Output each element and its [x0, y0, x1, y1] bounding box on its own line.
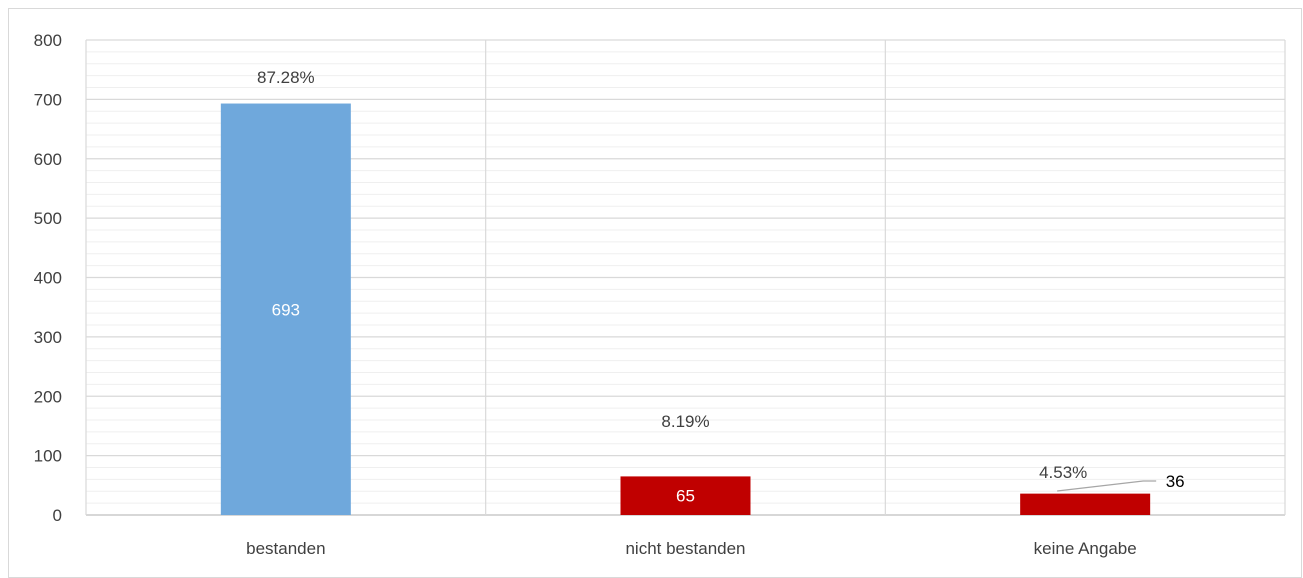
- bar-3: [1020, 493, 1151, 515]
- y-tick-label: 0: [53, 506, 62, 525]
- y-tick-label: 100: [34, 447, 62, 466]
- category-label: bestanden: [246, 539, 325, 558]
- y-tick-label: 400: [34, 269, 62, 288]
- bars: [220, 103, 1151, 515]
- y-axis-ticks: 0 100 200 300 400 500 600 700 800: [34, 31, 62, 525]
- category-labels: bestanden nicht bestanden keine Angabe: [246, 539, 1137, 558]
- y-tick-label: 700: [34, 90, 62, 109]
- percent-label: 8.19%: [661, 412, 709, 431]
- category-label: keine Angabe: [1034, 539, 1137, 558]
- percent-label: 87.28%: [257, 68, 315, 87]
- bar-2: [620, 476, 751, 515]
- y-tick-label: 600: [34, 150, 62, 169]
- value-label: 65: [676, 487, 695, 506]
- category-label: nicht bestanden: [625, 539, 745, 558]
- percent-label: 4.53%: [1039, 463, 1087, 482]
- y-tick-label: 200: [34, 387, 62, 406]
- value-label: 693: [272, 300, 300, 319]
- bar-1: [220, 103, 351, 515]
- value-label: 36: [1166, 472, 1185, 491]
- y-tick-label: 300: [34, 328, 62, 347]
- leader-line: [1057, 480, 1157, 492]
- y-tick-label: 800: [34, 31, 62, 50]
- y-tick-label: 500: [34, 209, 62, 228]
- data-labels: 693 87.28% 65 8.19% 36 4.53%: [257, 68, 1185, 506]
